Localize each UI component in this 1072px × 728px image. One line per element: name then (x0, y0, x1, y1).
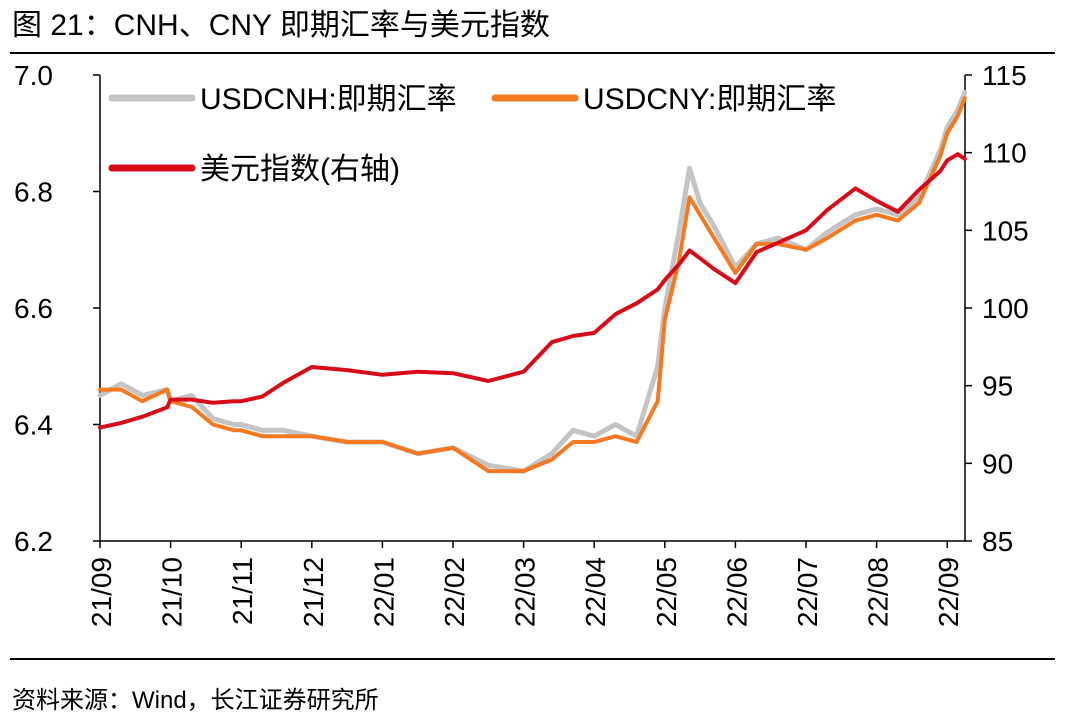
x-tick-label: 21/09 (86, 557, 117, 627)
series-line-3 (98, 152, 967, 430)
axes: 6.2 6.4 6.6 6.8 7.0 85 90 95 100 105 110 115 21/09 21… (14, 60, 1029, 627)
x-tick-label: 22/04 (580, 557, 611, 627)
left-y-tick-label: 6.8 (14, 177, 53, 208)
left-y-tick-label: 6.2 (14, 526, 53, 557)
right-y-tick-label: 85 (982, 526, 1013, 557)
x-tick-label: 22/03 (510, 557, 541, 627)
right-y-tick-label: 110 (982, 138, 1027, 169)
left-y-tick-label: 6.6 (14, 293, 53, 324)
left-y-tick-label: 6.4 (14, 410, 53, 441)
x-tick-label: 21/12 (298, 557, 329, 627)
left-y-tick-label: 7.0 (14, 60, 53, 91)
right-y-tick-label: 100 (982, 293, 1029, 324)
x-tick-label: 22/07 (792, 557, 823, 627)
right-y-tick-label: 105 (982, 215, 1029, 246)
right-y-tick-label: 115 (982, 60, 1027, 91)
x-tick-label: 22/06 (721, 557, 752, 627)
x-tick-label: 22/05 (651, 557, 682, 627)
series-line-1 (97, 90, 968, 474)
x-tick-label: 22/09 (933, 557, 964, 627)
x-tick-label: 22/08 (863, 557, 894, 627)
x-tick-label: 21/10 (157, 557, 188, 627)
right-y-tick-label: 90 (982, 448, 1013, 479)
figure-title: 图 21：CNH、CNY 即期汇率与美元指数 (12, 9, 550, 42)
series-line-2 (98, 96, 967, 474)
legend-label-1: USDCNH:即期汇率 (200, 83, 457, 116)
legend-label-2: USDCNY:即期汇率 (583, 83, 836, 116)
bottom-rule (10, 658, 1055, 660)
series-lines (97, 90, 968, 474)
x-tick-label: 22/02 (439, 557, 470, 627)
right-y-tick-label: 95 (982, 371, 1013, 402)
top-rule (10, 52, 1055, 54)
source-note: 资料来源：Wind，长江证券研究所 (12, 687, 379, 714)
legend-label-3: 美元指数(右轴) (200, 153, 400, 186)
x-tick-label: 21/11 (227, 557, 258, 625)
x-tick-label: 22/01 (368, 557, 399, 627)
